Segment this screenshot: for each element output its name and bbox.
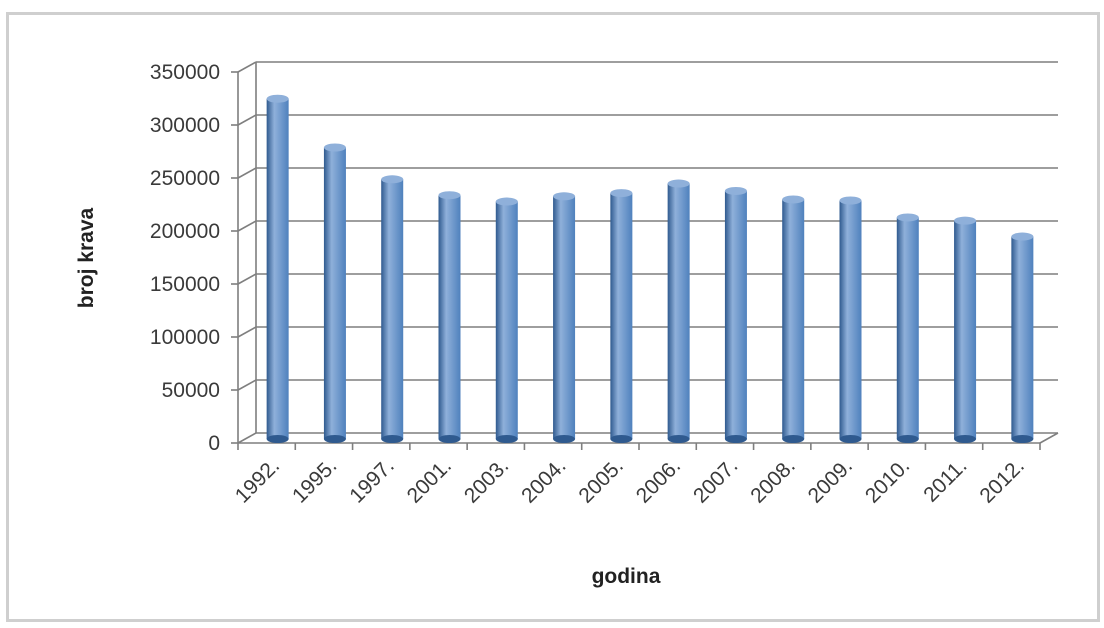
y-tick-label: 100000 <box>150 326 220 349</box>
axes <box>231 62 1058 450</box>
bar-base <box>897 435 919 443</box>
bar-body <box>439 195 461 439</box>
x-tick-label: 2004. <box>517 454 570 507</box>
gridline-depth <box>238 274 256 284</box>
bar <box>725 187 747 443</box>
gridlines <box>238 62 1058 443</box>
bar-body <box>267 99 289 439</box>
bar-base <box>496 435 518 443</box>
x-tick-labels: 1992. 1995. 1997. 2001. 2003. 2004. 2005. 2006.… <box>231 454 1029 507</box>
bar <box>668 180 690 443</box>
x-tick-label: 2009. <box>804 454 857 507</box>
floor-edge <box>1040 433 1058 443</box>
bar-base <box>439 435 461 443</box>
x-tick-label: 2010. <box>861 454 914 507</box>
bar-body <box>496 202 518 439</box>
x-tick-label: 2005. <box>574 454 627 507</box>
bar-top <box>610 189 632 197</box>
bar <box>1011 233 1033 443</box>
y-axis-title: broj krava <box>75 207 98 308</box>
bar-top <box>782 195 804 203</box>
bar-base <box>840 435 862 443</box>
bar-base <box>954 435 976 443</box>
bar <box>954 217 976 443</box>
bar-base <box>1011 435 1033 443</box>
bar-body <box>324 148 346 440</box>
bar-body <box>782 199 804 439</box>
bar <box>840 197 862 444</box>
bar <box>439 191 461 443</box>
bar-top <box>725 187 747 195</box>
bar-top <box>439 191 461 199</box>
bar-top <box>324 144 346 152</box>
bar-body <box>725 191 747 439</box>
bar-body <box>840 201 862 440</box>
bar <box>324 144 346 444</box>
bar-base <box>324 435 346 443</box>
gridline-depth <box>238 115 256 125</box>
x-tick-label: 2007. <box>689 454 742 507</box>
bar-base <box>381 435 403 443</box>
y-tick-label: 350000 <box>150 61 220 84</box>
y-tick-label: 300000 <box>150 114 220 137</box>
bar-top <box>553 192 575 200</box>
bars <box>267 95 1034 443</box>
bar-base <box>668 435 690 443</box>
bar <box>496 198 518 443</box>
x-tick-label: 1997. <box>345 454 398 507</box>
bar-base <box>782 435 804 443</box>
x-tick-label: 2006. <box>632 454 685 507</box>
y-tick-labels: 0 50000 100000 150000 200000 250000 300000 3500… <box>150 61 220 455</box>
bar-base <box>267 435 289 443</box>
bar-body <box>1011 237 1033 439</box>
bar <box>897 213 919 443</box>
x-tick-label: 1992. <box>231 454 284 507</box>
bar-top <box>496 198 518 206</box>
bar-base <box>553 435 575 443</box>
x-tick-label: 2012. <box>975 454 1028 507</box>
bar-body <box>553 196 575 439</box>
bar <box>553 192 575 443</box>
y-tick-label: 0 <box>208 432 220 455</box>
bar-body <box>897 217 919 439</box>
bar <box>610 189 632 443</box>
bar-base <box>725 435 747 443</box>
x-tick-label: 1995. <box>288 454 341 507</box>
bar <box>267 95 289 443</box>
x-tick-label: 2011. <box>919 454 971 506</box>
gridline-depth <box>238 433 256 443</box>
gridline-depth <box>238 221 256 231</box>
bar-body <box>381 179 403 439</box>
x-axis-title: godina <box>592 565 661 588</box>
gridline-depth <box>238 168 256 178</box>
x-tick-label: 2001. <box>403 454 456 507</box>
bar-body <box>610 193 632 439</box>
gridline-depth <box>238 380 256 390</box>
gridline-depth <box>238 327 256 337</box>
y-tick-label: 250000 <box>150 167 220 190</box>
bar-top <box>840 197 862 205</box>
y-tick-label: 50000 <box>162 379 220 402</box>
y-tick-label: 150000 <box>150 273 220 296</box>
bar-top <box>897 213 919 221</box>
bar-top <box>668 180 690 188</box>
bar <box>381 175 403 443</box>
y-tick-label: 200000 <box>150 220 220 243</box>
bar-base <box>610 435 632 443</box>
bar-top <box>267 95 289 103</box>
bar-top <box>1011 233 1033 241</box>
x-tick-label: 2003. <box>460 454 513 507</box>
x-tick-label: 2008. <box>746 454 799 507</box>
bar-body <box>954 221 976 439</box>
bar <box>782 195 804 443</box>
bar-top <box>381 175 403 183</box>
bar-body <box>668 184 690 439</box>
gridline-depth <box>238 62 256 72</box>
bar-top <box>954 217 976 225</box>
